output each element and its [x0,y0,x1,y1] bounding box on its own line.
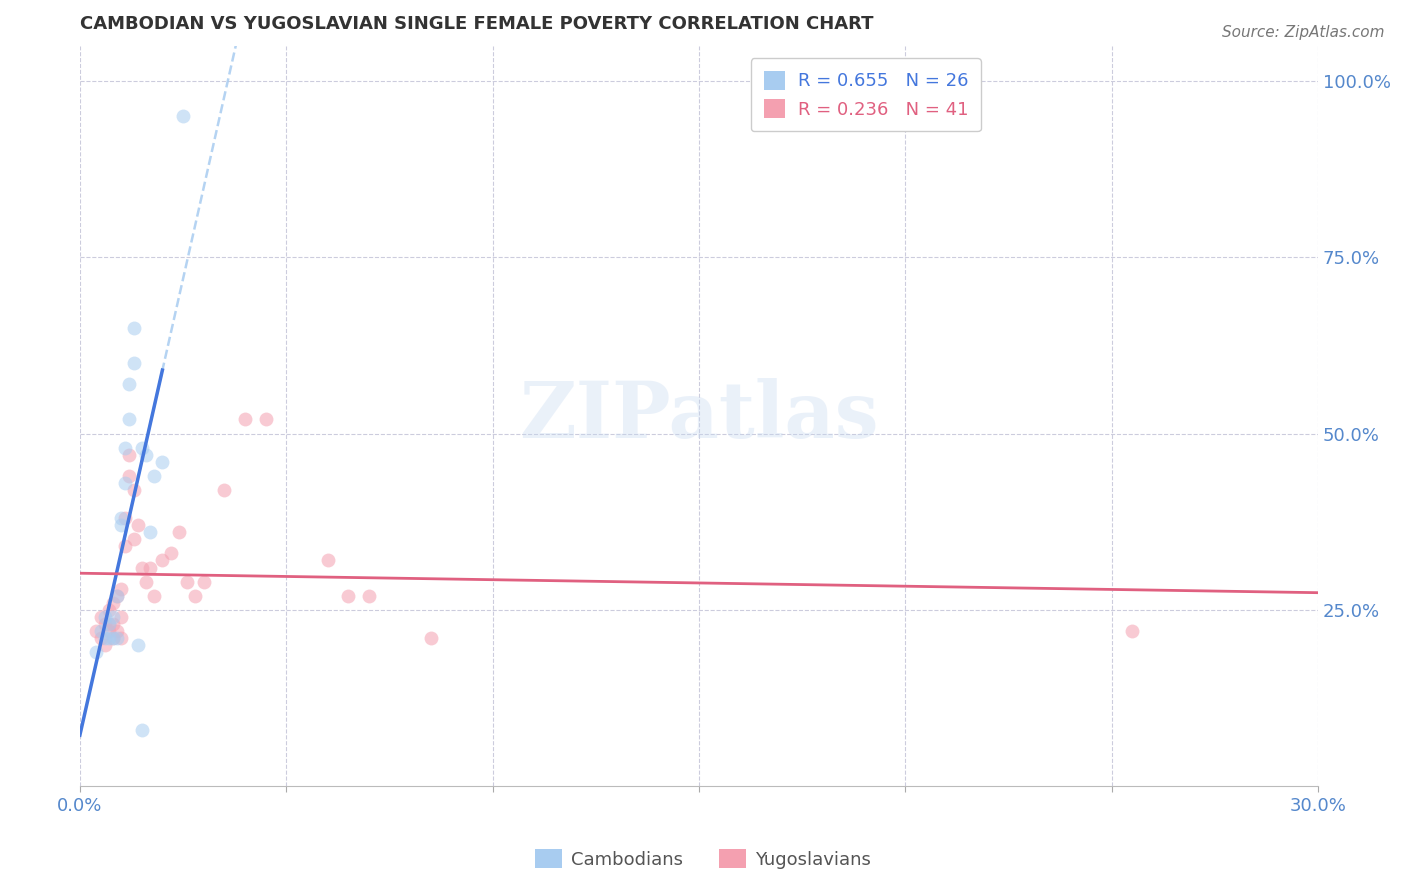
Point [131,441,153,455]
Point [135,574,157,589]
Point [357,589,380,603]
Point [135,448,157,462]
Point [110,610,132,624]
Point [419,631,441,645]
Point [89,610,111,624]
Point [97,616,120,631]
Text: Source: ZipAtlas.com: Source: ZipAtlas.com [1222,25,1385,40]
Point [127,638,149,652]
Point [110,631,132,645]
Point [143,589,166,603]
Point [86,645,108,659]
Point [139,560,162,574]
Legend: Cambodians, Yugoslavians: Cambodians, Yugoslavians [527,841,879,876]
Text: CAMBODIAN VS YUGOSLAVIAN SINGLE FEMALE POVERTY CORRELATION CHART: CAMBODIAN VS YUGOSLAVIAN SINGLE FEMALE P… [80,15,873,33]
Point [233,412,256,426]
Point [139,525,162,540]
Point [101,610,124,624]
Point [122,320,145,334]
Point [105,624,128,638]
Point [101,616,124,631]
Point [118,468,141,483]
Point [114,475,136,490]
Point [110,511,132,525]
Point [131,723,153,737]
Point [101,596,124,610]
Point [93,616,115,631]
Point [97,631,120,645]
Point [127,518,149,533]
Point [122,356,145,370]
Point [110,518,132,533]
Point [118,448,141,462]
Point [167,525,190,540]
Legend: R = 0.655   N = 26, R = 0.236   N = 41: R = 0.655 N = 26, R = 0.236 N = 41 [751,58,981,131]
Point [114,540,136,554]
Point [143,468,166,483]
Point [105,589,128,603]
Point [101,631,124,645]
Point [118,412,141,426]
Point [89,631,111,645]
Point [110,582,132,596]
Point [122,483,145,497]
Point [193,574,215,589]
Point [97,603,120,617]
Point [86,624,108,638]
Point [101,631,124,645]
Point [254,412,277,426]
Point [93,638,115,652]
Point [93,610,115,624]
Point [159,546,181,560]
Point [105,589,128,603]
Point [316,553,339,567]
Point [337,589,360,603]
Point [93,631,115,645]
Point [176,574,198,589]
Point [1121,624,1143,638]
Point [152,455,174,469]
Point [89,624,111,638]
Point [122,533,145,547]
Point [97,624,120,638]
Point [97,616,120,631]
Point [214,483,236,497]
Text: ZIPatlas: ZIPatlas [519,378,879,454]
Point [118,377,141,392]
Point [114,511,136,525]
Point [131,560,153,574]
Point [152,553,174,567]
Point [172,109,194,123]
Point [114,441,136,455]
Point [184,589,207,603]
Point [105,631,128,645]
